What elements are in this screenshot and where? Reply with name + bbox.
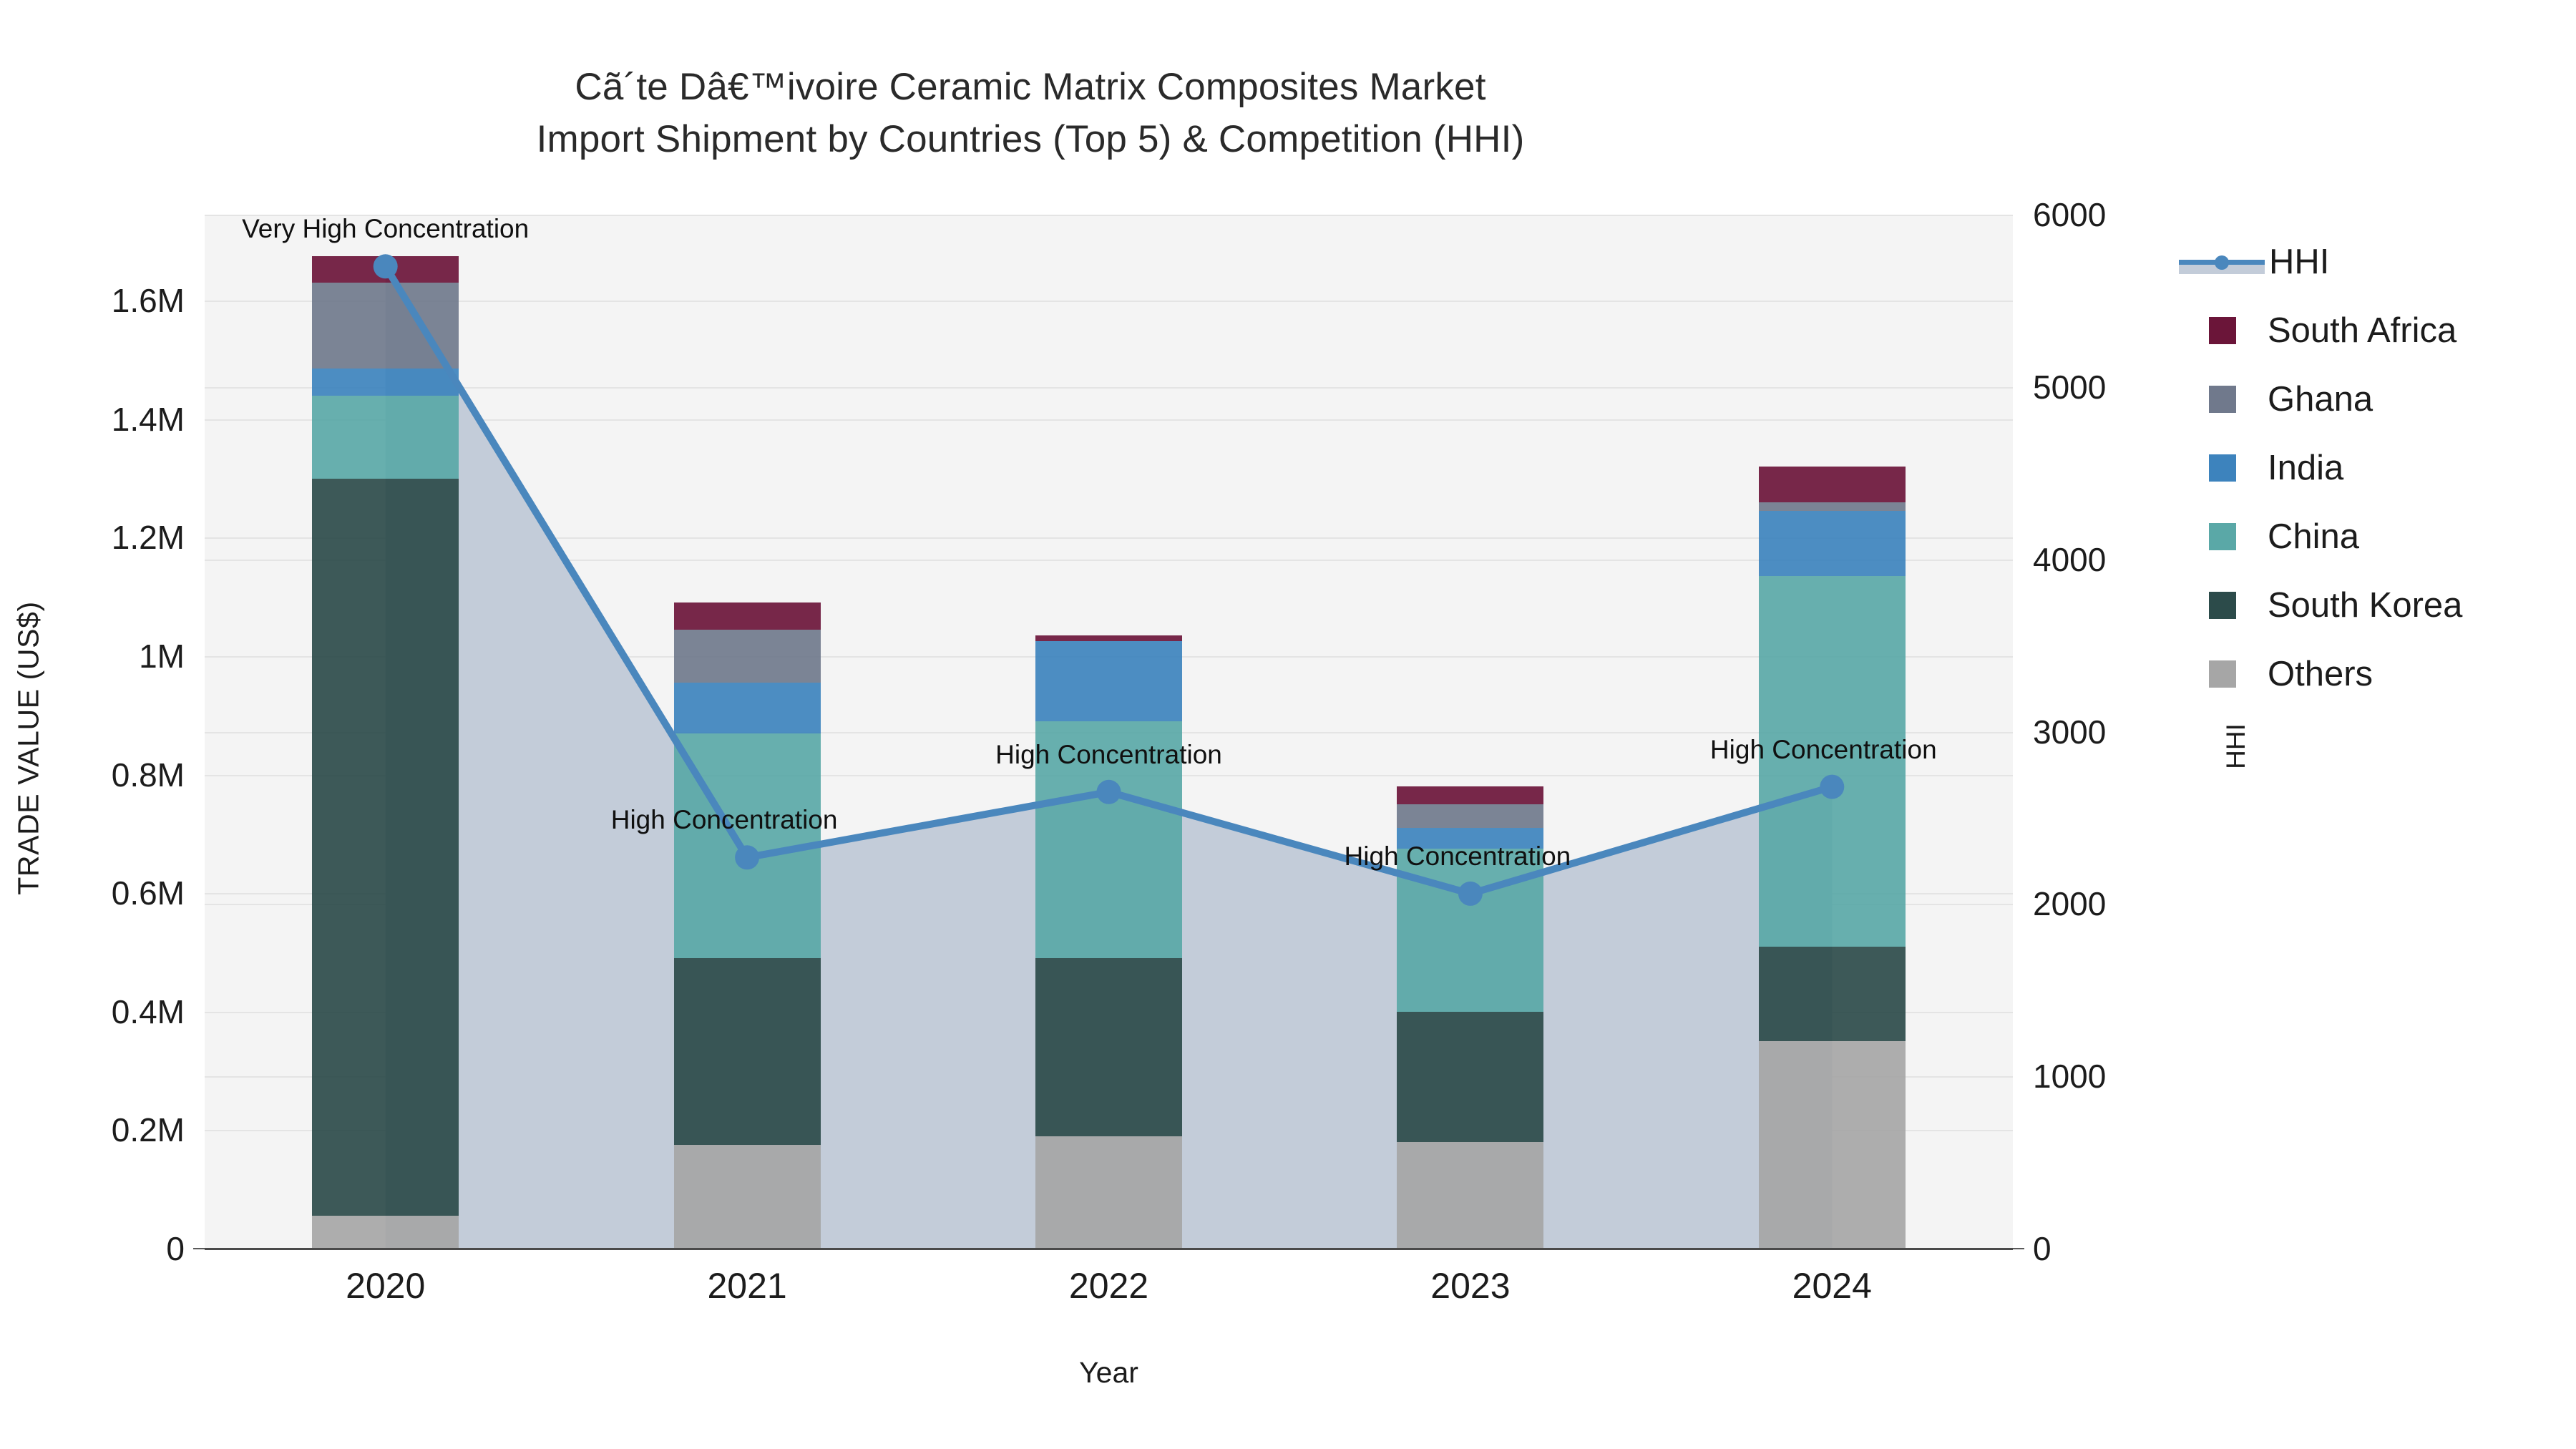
y-axis-left-tick-label: 1.6M (111, 282, 185, 320)
chart-title: Cã´te Dâ€™ivoire Ceramic Matrix Composit… (0, 61, 2061, 165)
y-axis-right-tick-label: 0 (2033, 1230, 2051, 1267)
legend-item-label: Others (2268, 655, 2373, 693)
x-axis-line (205, 1248, 2013, 1250)
legend-item-label: South Africa (2268, 311, 2457, 350)
y-axis-left-tick-label: 0 (166, 1230, 185, 1267)
legend-item-label: HHI (2269, 243, 2330, 281)
bar-segment-ghana[interactable] (312, 283, 459, 369)
chart-title-line-2: Import Shipment by Countries (Top 5) & C… (536, 118, 1525, 161)
legend-color-swatch (2209, 386, 2236, 413)
x-axis-title: Year (1079, 1356, 1138, 1389)
legend-color-swatch (2209, 317, 2236, 344)
legend-color-swatch (2209, 592, 2236, 619)
gridline (205, 215, 2013, 216)
bar-segment-south-africa[interactable] (1035, 635, 1182, 642)
plot-area: Very High Concentration High Concentratio… (205, 214, 2013, 1250)
x-axis-tick-2021: 2021 (707, 1266, 787, 1306)
y-axis-left-tick-mark (193, 1248, 205, 1249)
bar-group-2024[interactable] (1758, 215, 1906, 1249)
bar-segment-india[interactable] (1758, 511, 1906, 577)
bar-segment-others[interactable] (1397, 1141, 1544, 1249)
legend-item-others[interactable]: Others (2179, 640, 2565, 708)
y-axis-right-tick-label: 2000 (2033, 885, 2107, 923)
legend-item-china[interactable]: China (2179, 502, 2565, 571)
bar-segment-china[interactable] (312, 395, 459, 479)
bar-group-2021[interactable] (673, 215, 821, 1249)
bar-segment-south-korea[interactable] (673, 958, 821, 1146)
bar-group-2022[interactable] (1035, 215, 1182, 1249)
bar-segment-ghana[interactable] (1758, 502, 1906, 512)
bar-segment-south-korea[interactable] (312, 478, 459, 1216)
legend-item-label: China (2268, 517, 2360, 556)
y-axis-right-tick-label: 3000 (2033, 713, 2107, 751)
bar-segment-south-africa[interactable] (673, 602, 821, 630)
legend-line-swatch (2179, 248, 2265, 275)
legend-item-south-korea[interactable]: South Korea (2179, 571, 2565, 640)
x-axis-tick-2022: 2022 (1068, 1266, 1149, 1306)
legend-item-hhi[interactable]: HHI (2179, 228, 2565, 296)
bar-segment-south-africa[interactable] (1758, 466, 1906, 502)
legend-line-dot (2215, 255, 2229, 270)
y-axis-left-tick-label: 1M (139, 637, 185, 675)
y-axis-left: 0 0.2M 0.4M 0.6M 0.8M 1M 1.2M 1.4M 1.6M (0, 0, 205, 1449)
y-axis-right-tick-label: 5000 (2033, 368, 2107, 406)
bar-segment-china[interactable] (673, 733, 821, 959)
bar-group-2020[interactable] (312, 215, 459, 1249)
bar-segment-south-korea[interactable] (1035, 958, 1182, 1136)
bar-segment-ghana[interactable] (1397, 804, 1544, 829)
legend-item-india[interactable]: India (2179, 434, 2565, 502)
bar-segment-china[interactable] (1758, 576, 1906, 947)
bar-segment-china[interactable] (1035, 721, 1182, 959)
y-axis-right-tick-label: 1000 (2033, 1058, 2107, 1096)
x-axis-tick-2020: 2020 (346, 1266, 426, 1306)
bar-segment-india[interactable] (673, 683, 821, 733)
bar-segment-others[interactable] (673, 1145, 821, 1249)
x-axis-tick-2023: 2023 (1430, 1266, 1511, 1306)
y-axis-right-tick-label: 6000 (2033, 196, 2107, 233)
bar-segment-others[interactable] (312, 1216, 459, 1249)
legend-color-swatch (2209, 523, 2236, 550)
legend-item-ghana[interactable]: Ghana (2179, 365, 2565, 434)
bar-segment-india[interactable] (1397, 828, 1544, 849)
y-axis-right-tick-mark (2013, 1248, 2024, 1249)
bar-segment-ghana[interactable] (673, 629, 821, 683)
legend-item-label: Ghana (2268, 380, 2373, 419)
chart-title-line-1: Cã´te Dâ€™ivoire Ceramic Matrix Composit… (575, 66, 1486, 108)
x-axis-tick-2024: 2024 (1792, 1266, 1872, 1306)
legend-item-south-africa[interactable]: South Africa (2179, 296, 2565, 365)
bar-segment-india[interactable] (312, 369, 459, 396)
y-axis-left-tick-label: 1.2M (111, 519, 185, 557)
legend-item-label: India (2268, 449, 2344, 487)
bar-segment-others[interactable] (1758, 1041, 1906, 1249)
bar-segment-others[interactable] (1035, 1136, 1182, 1249)
legend: HHI South Africa Ghana India China South Kore… (2179, 228, 2565, 708)
y-axis-left-tick-label: 1.4M (111, 400, 185, 438)
y-axis-right: 0 1000 2000 3000 4000 5000 6000 (2013, 0, 2371, 1449)
bar-group-2023[interactable] (1397, 215, 1544, 1249)
y-axis-left-tick-label: 0.8M (111, 756, 185, 794)
bar-segment-south-africa[interactable] (1397, 786, 1544, 804)
bar-segment-india[interactable] (1035, 641, 1182, 722)
legend-item-label: South Korea (2268, 586, 2463, 625)
legend-color-swatch (2209, 660, 2236, 688)
y-axis-left-tick-label: 0.2M (111, 1111, 185, 1149)
y-axis-left-title: TRADE VALUE (US$) (11, 601, 45, 895)
legend-color-swatch (2209, 454, 2236, 482)
y-axis-right-tick-label: 4000 (2033, 540, 2107, 578)
bar-segment-china[interactable] (1397, 849, 1544, 1012)
y-axis-left-tick-label: 0.4M (111, 992, 185, 1030)
bar-segment-south-korea[interactable] (1758, 946, 1906, 1042)
bar-segment-south-korea[interactable] (1397, 1011, 1544, 1142)
y-axis-left-tick-label: 0.6M (111, 874, 185, 912)
bar-segment-south-africa[interactable] (312, 255, 459, 283)
